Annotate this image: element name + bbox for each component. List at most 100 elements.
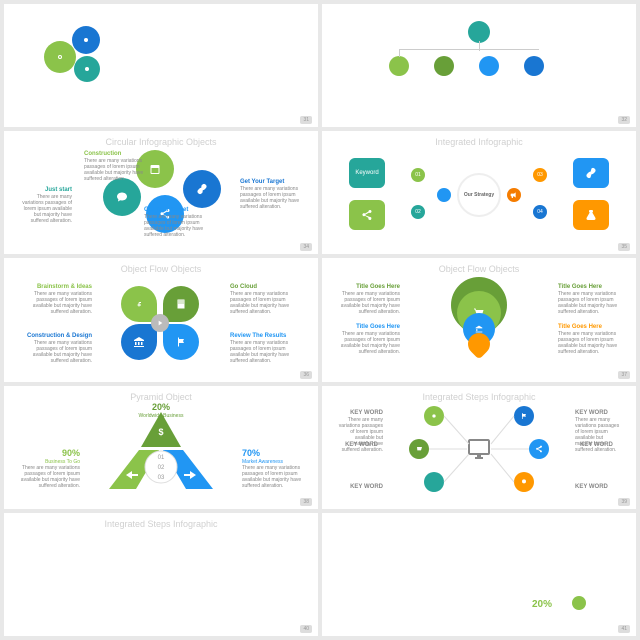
slide-2: 32 [322, 4, 636, 127]
node-top [468, 21, 490, 43]
petal-3 [121, 324, 157, 360]
kw-2: KEY WORD [338, 442, 378, 449]
dot-5 [507, 188, 521, 202]
label-l1: Title Goes HereThere are many variations… [340, 284, 400, 315]
pyramid-svg: 01 02 03 $ [101, 407, 221, 492]
flask-icon [585, 209, 597, 221]
dot-2: 02 [411, 205, 425, 219]
building-icon [175, 298, 187, 310]
light-icon [520, 478, 528, 486]
gear-icon [430, 412, 438, 420]
dot [572, 596, 586, 610]
label-1: Just startThere are many variations pass… [22, 187, 72, 224]
percent: 20% [532, 599, 552, 610]
petal-4 [163, 324, 199, 360]
slide-title: Integrated Infographic [332, 137, 626, 147]
page-num: 37 [618, 371, 630, 379]
hub-6 [514, 472, 534, 492]
kw-3 [573, 158, 609, 188]
link-icon [585, 167, 597, 179]
kw-5: KEY WORD [580, 442, 620, 449]
bank-icon [133, 336, 145, 348]
bubble-4 [183, 170, 221, 208]
label-2: Go CloudThere are many variations passag… [230, 284, 300, 315]
gear-3 [74, 56, 100, 82]
gear-diagram [14, 10, 308, 101]
label-top: 20%Worldwide Business [121, 402, 201, 419]
gear-icon [54, 51, 66, 63]
cart-icon [415, 445, 423, 453]
play-icon [156, 319, 164, 327]
slide-6: Object Flow Objects Title Goes HereThere… [322, 258, 636, 381]
gear-2 [72, 26, 100, 54]
slide-10: 20% 41 [322, 513, 636, 636]
kw-1: Keyword [349, 158, 385, 188]
slide-8: Integrated Steps Infographic KEY WORDThe… [322, 386, 636, 509]
label-3: Construction & DesignThere are many vari… [22, 333, 92, 364]
megaphone-icon [510, 191, 518, 199]
petal-2 [163, 286, 199, 322]
hub-diagram: KEY WORDThere are many variations passag… [332, 404, 626, 495]
label-r2: Title Goes HereThere are many variations… [558, 324, 618, 355]
page-num: 41 [618, 625, 630, 633]
partial: 20% [332, 519, 626, 610]
slide-title: Integrated Steps Infographic [332, 392, 626, 402]
label-4: Review The ResultsThere are many variati… [230, 333, 300, 364]
label-3: Get Your TargetThere are many variations… [240, 179, 300, 210]
gear-icon [80, 34, 92, 46]
flag-icon [520, 412, 528, 420]
label-r1: Title Goes HereThere are many variations… [558, 284, 618, 315]
chat-icon [116, 191, 128, 203]
kw-6: KEY WORD [575, 484, 620, 491]
hub-3 [424, 472, 444, 492]
page-num: 38 [300, 498, 312, 506]
label-4: Get Your TargetThere are many variations… [144, 207, 214, 238]
monitor-icon [467, 437, 491, 466]
page-num: 35 [618, 243, 630, 251]
dot-4: 04 [533, 205, 547, 219]
kw-2 [349, 200, 385, 230]
hub-1 [424, 406, 444, 426]
circular-cluster: Just startThere are many variations pass… [14, 149, 308, 240]
node-4 [524, 56, 544, 76]
dollar-icon [133, 298, 145, 310]
center-circle: Our Strategy [457, 173, 501, 217]
slide-1: 31 [4, 4, 318, 127]
page-num: 34 [300, 243, 312, 251]
link-icon [196, 183, 208, 195]
node-1 [389, 56, 409, 76]
slide-5: Object Flow Objects Brainstorm & IdeasTh… [4, 258, 318, 381]
org-chart [332, 10, 626, 101]
dot-1: 01 [411, 168, 425, 182]
page-num: 36 [300, 371, 312, 379]
petal-1 [121, 286, 157, 322]
slide-7: Pyramid Object 01 02 03 $ 20%Worldwide B… [4, 386, 318, 509]
label-2: ConstructionThere are many variations pa… [84, 151, 154, 182]
dot-3: 03 [533, 168, 547, 182]
gear-icon [81, 63, 93, 75]
kw-3: KEY WORD [338, 484, 383, 491]
slide-title: Object Flow Objects [14, 264, 308, 274]
label-1: Brainstorm & IdeasThere are many variati… [22, 284, 92, 315]
strategy-diagram: Our Strategy Keyword 01 02 03 04 [332, 149, 626, 240]
slide-title: Pyramid Object [14, 392, 308, 402]
svg-text:$: $ [158, 427, 163, 437]
hub-2 [409, 439, 429, 459]
label-left: 90%Business To GoThere are many variatio… [20, 448, 80, 489]
slide-title: Circular Infographic Objects [14, 137, 308, 147]
page-num: 40 [300, 625, 312, 633]
share-icon [361, 209, 373, 221]
svg-text:03: 03 [158, 475, 165, 481]
hub-4 [514, 406, 534, 426]
slide-title: Object Flow Objects [332, 264, 626, 274]
page-num: 31 [300, 116, 312, 124]
label-right: 70%Market AwarenessThere are many variat… [242, 448, 302, 489]
kw-4 [573, 200, 609, 230]
label-l2: Title Goes HereThere are many variations… [340, 324, 400, 355]
slide-title: Integrated Steps Infographic [14, 519, 308, 529]
slide-3: Circular Infographic Objects Just startT… [4, 131, 318, 254]
share-icon [535, 445, 543, 453]
node-3 [479, 56, 499, 76]
page-num: 39 [618, 498, 630, 506]
dot-6 [437, 188, 451, 202]
